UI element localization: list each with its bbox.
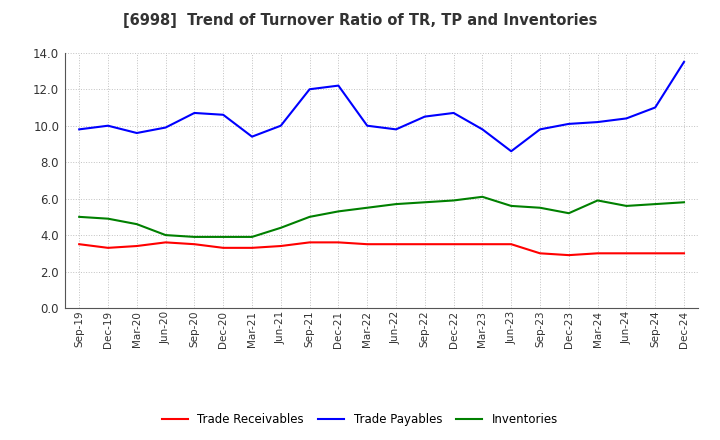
Trade Receivables: [392, 242, 400, 247]
Trade Payables: [276, 123, 285, 128]
Inventories: [420, 200, 429, 205]
Trade Receivables: [478, 242, 487, 247]
Trade Payables: [478, 127, 487, 132]
Inventories: [248, 234, 256, 239]
Inventories: [104, 216, 112, 221]
Trade Receivables: [161, 240, 170, 245]
Inventories: [132, 221, 141, 227]
Inventories: [75, 214, 84, 220]
Trade Payables: [622, 116, 631, 121]
Trade Payables: [363, 123, 372, 128]
Trade Receivables: [75, 242, 84, 247]
Trade Receivables: [536, 251, 544, 256]
Trade Payables: [305, 87, 314, 92]
Trade Payables: [420, 114, 429, 119]
Trade Payables: [680, 59, 688, 65]
Inventories: [593, 198, 602, 203]
Trade Payables: [651, 105, 660, 110]
Trade Payables: [132, 130, 141, 136]
Trade Payables: [161, 125, 170, 130]
Inventories: [564, 211, 573, 216]
Trade Receivables: [132, 243, 141, 249]
Trade Payables: [593, 119, 602, 125]
Trade Payables: [536, 127, 544, 132]
Trade Receivables: [564, 253, 573, 258]
Trade Receivables: [104, 245, 112, 250]
Inventories: [507, 203, 516, 209]
Inventories: [219, 234, 228, 239]
Line: Trade Receivables: Trade Receivables: [79, 242, 684, 255]
Legend: Trade Receivables, Trade Payables, Inventories: Trade Receivables, Trade Payables, Inven…: [158, 410, 562, 430]
Inventories: [276, 225, 285, 231]
Trade Receivables: [680, 251, 688, 256]
Trade Receivables: [420, 242, 429, 247]
Inventories: [622, 203, 631, 209]
Trade Receivables: [190, 242, 199, 247]
Trade Receivables: [449, 242, 458, 247]
Trade Receivables: [651, 251, 660, 256]
Trade Receivables: [593, 251, 602, 256]
Trade Receivables: [622, 251, 631, 256]
Inventories: [190, 234, 199, 239]
Inventories: [392, 202, 400, 207]
Trade Payables: [507, 149, 516, 154]
Inventories: [305, 214, 314, 220]
Trade Payables: [219, 112, 228, 117]
Inventories: [161, 232, 170, 238]
Trade Payables: [334, 83, 343, 88]
Line: Inventories: Inventories: [79, 197, 684, 237]
Trade Receivables: [507, 242, 516, 247]
Trade Payables: [75, 127, 84, 132]
Inventories: [680, 200, 688, 205]
Trade Payables: [449, 110, 458, 116]
Trade Receivables: [363, 242, 372, 247]
Inventories: [651, 202, 660, 207]
Inventories: [478, 194, 487, 199]
Inventories: [536, 205, 544, 210]
Trade Receivables: [276, 243, 285, 249]
Inventories: [334, 209, 343, 214]
Trade Payables: [392, 127, 400, 132]
Inventories: [449, 198, 458, 203]
Trade Receivables: [305, 240, 314, 245]
Text: [6998]  Trend of Turnover Ratio of TR, TP and Inventories: [6998] Trend of Turnover Ratio of TR, TP…: [123, 13, 597, 28]
Trade Receivables: [334, 240, 343, 245]
Trade Payables: [104, 123, 112, 128]
Trade Payables: [564, 121, 573, 127]
Trade Receivables: [248, 245, 256, 250]
Trade Payables: [190, 110, 199, 116]
Line: Trade Payables: Trade Payables: [79, 62, 684, 151]
Trade Receivables: [219, 245, 228, 250]
Inventories: [363, 205, 372, 210]
Trade Payables: [248, 134, 256, 139]
